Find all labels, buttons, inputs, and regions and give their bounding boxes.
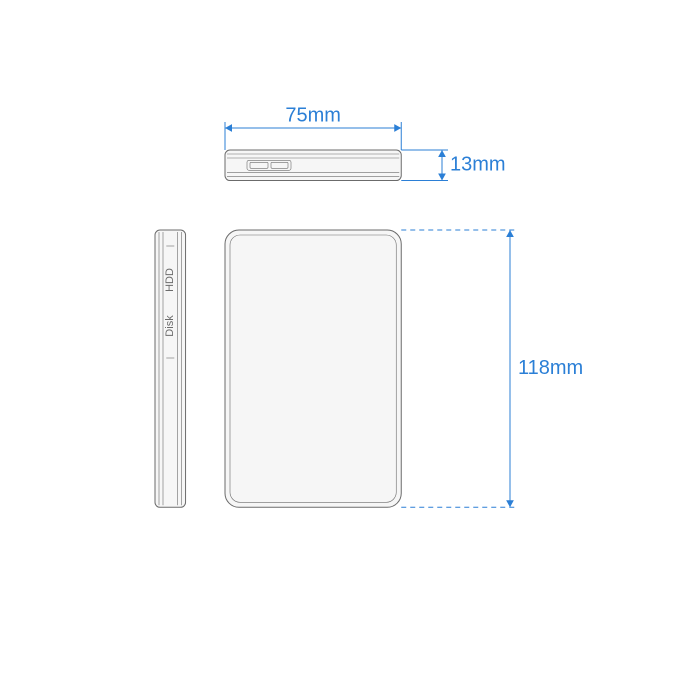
side-label-hdd: HDD — [164, 268, 176, 292]
side-view: HDD Disk — [155, 230, 186, 507]
dimension-width: 75mm — [225, 104, 401, 150]
side-label-disk: Disk — [164, 315, 176, 337]
front-view — [225, 230, 401, 507]
top-view — [225, 150, 401, 181]
dimension-height: 118mm — [401, 230, 583, 507]
dimension-diagram: HDD Disk 75mm 13mm 118mm — [0, 0, 700, 700]
dimension-width-label: 75mm — [285, 104, 341, 126]
dimension-depth-label: 13mm — [450, 154, 506, 176]
dimension-height-label: 118mm — [518, 357, 583, 379]
dimension-depth: 13mm — [401, 150, 505, 181]
